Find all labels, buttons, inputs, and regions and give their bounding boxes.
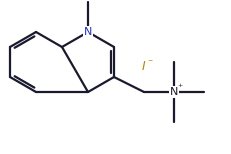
Text: I: I	[142, 59, 145, 73]
Text: +: +	[177, 83, 182, 88]
Text: N: N	[169, 87, 177, 97]
Text: −: −	[147, 57, 152, 62]
Text: N: N	[83, 27, 92, 37]
